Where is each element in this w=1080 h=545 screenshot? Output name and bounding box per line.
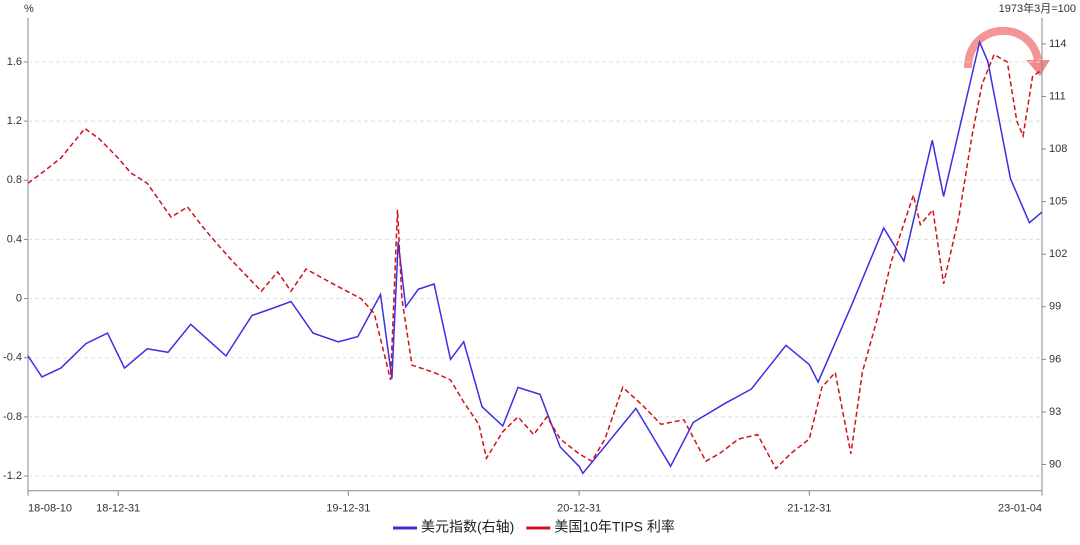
annotation-arrow bbox=[964, 26, 1050, 76]
y-unit: % bbox=[24, 3, 34, 15]
series-line bbox=[27, 53, 1043, 470]
y-tick-label: -0.8 bbox=[3, 411, 22, 423]
x-tick-label: 21-12-31 bbox=[787, 503, 831, 515]
x-tick-label: 18-08-10 bbox=[28, 503, 72, 515]
x-tick-label: 19-12-31 bbox=[326, 503, 370, 515]
y2-tick-label: 93 bbox=[1049, 406, 1061, 418]
y2-tick-label: 99 bbox=[1049, 301, 1061, 313]
y-tick-label: 0.8 bbox=[7, 174, 22, 186]
x-tick-label: 18-12-31 bbox=[96, 503, 140, 515]
y-tick-label: -0.4 bbox=[3, 352, 22, 364]
y-tick-label: 0 bbox=[16, 292, 22, 304]
y-tick-label: 0.4 bbox=[7, 233, 22, 245]
y-tick-label: 1.6 bbox=[7, 56, 22, 68]
y-tick-label: -1.2 bbox=[3, 470, 22, 482]
series-line bbox=[27, 39, 1043, 475]
y2-tick-label: 108 bbox=[1049, 143, 1067, 155]
legend-label: 美元指数(右轴) bbox=[421, 519, 514, 535]
legend-label: 美国10年TIPS 利率 bbox=[554, 519, 675, 535]
y2-tick-label: 96 bbox=[1049, 353, 1061, 365]
y2-tick-label: 114 bbox=[1049, 38, 1067, 50]
y-tick-label: 1.2 bbox=[7, 115, 22, 127]
y2-tick-label: 105 bbox=[1049, 196, 1067, 208]
y2-tick-label: 111 bbox=[1049, 90, 1066, 102]
x-tick-label: 23-01-04 bbox=[998, 503, 1042, 515]
y2-tick-label: 102 bbox=[1049, 248, 1067, 260]
y2-tick-label: 90 bbox=[1049, 458, 1061, 470]
y2-unit: 1973年3月=100 bbox=[999, 1, 1076, 15]
x-tick-label: 20-12-31 bbox=[557, 503, 601, 515]
